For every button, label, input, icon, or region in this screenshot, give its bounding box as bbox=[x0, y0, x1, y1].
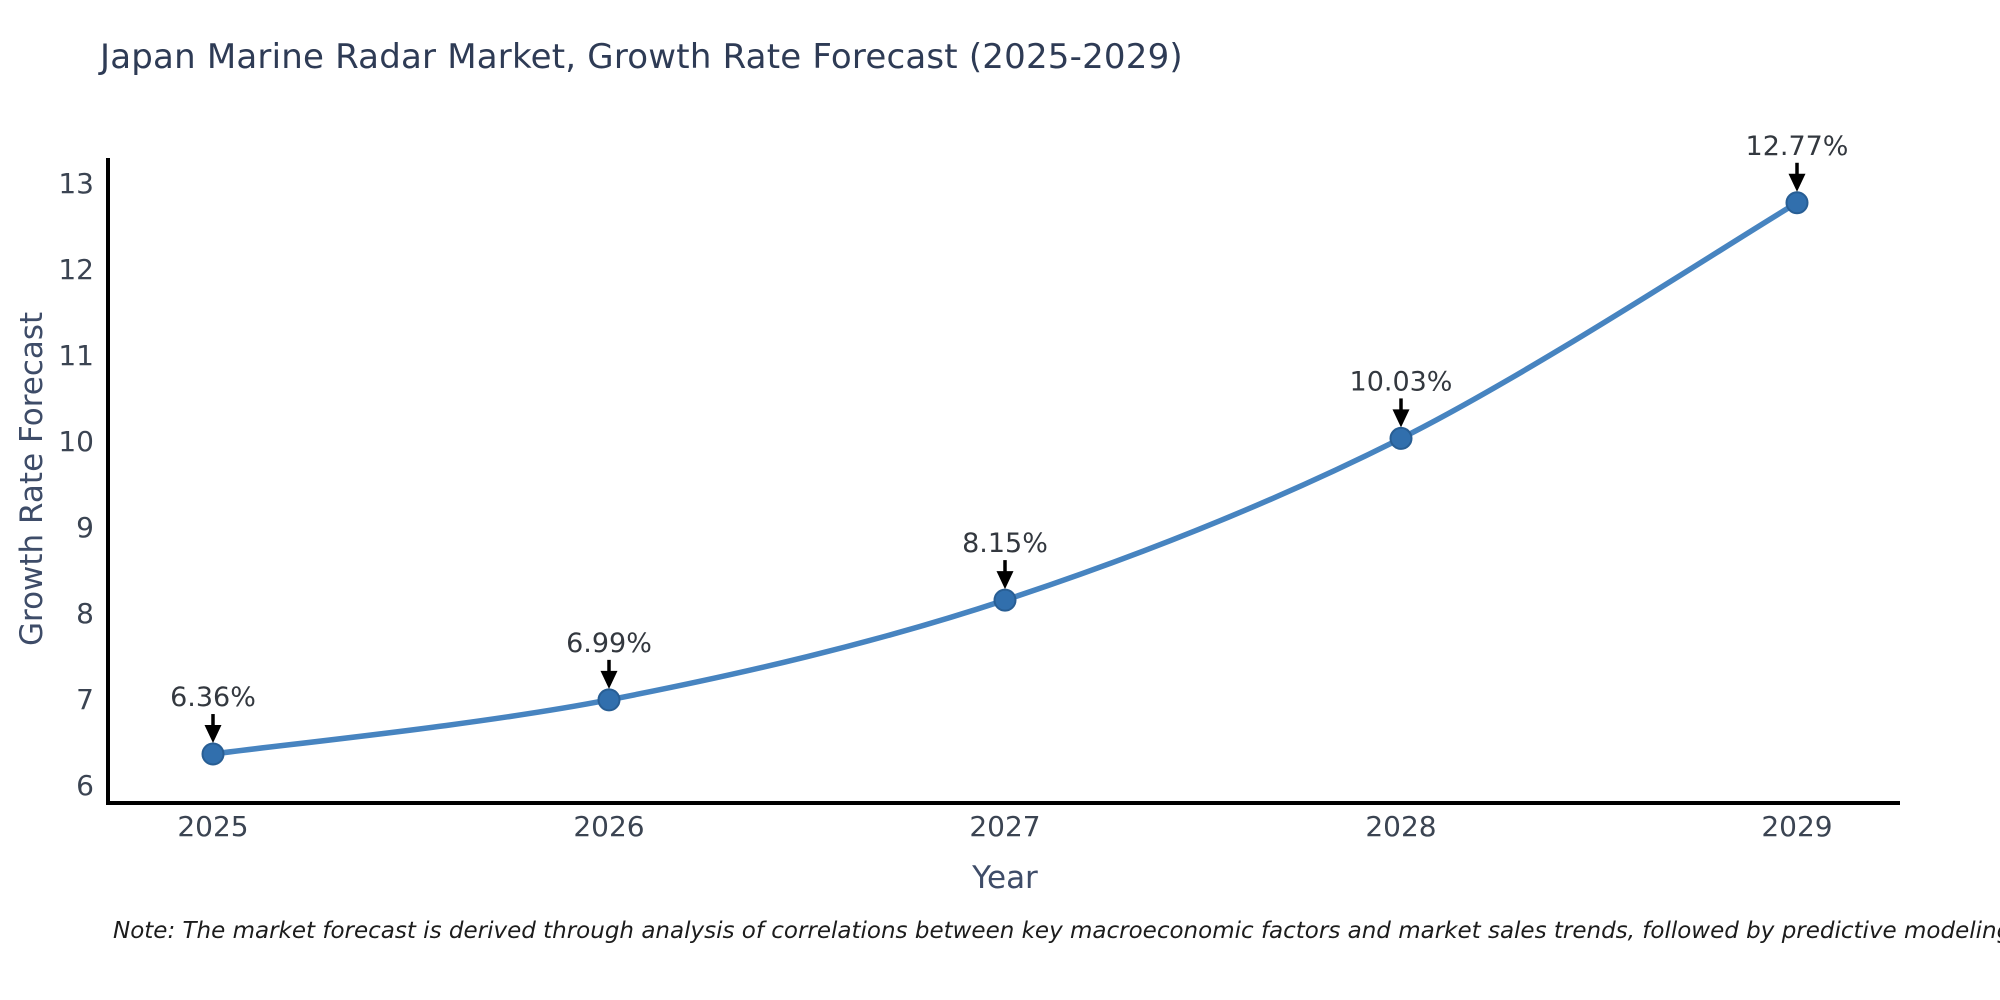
data-point-2026 bbox=[597, 688, 621, 712]
y-tick-label: 10 bbox=[58, 425, 94, 458]
chart-title: Japan Marine Radar Market, Growth Rate F… bbox=[100, 37, 1183, 77]
forecast-line bbox=[210, 200, 1800, 757]
annotation-arrowhead bbox=[1392, 409, 1410, 428]
x-tick-label: 2027 bbox=[969, 810, 1040, 843]
x-tick-label: 2029 bbox=[1761, 810, 1832, 843]
axes-lines bbox=[106, 158, 1900, 805]
annotation-arrowhead bbox=[600, 670, 618, 689]
data-label: 8.15% bbox=[962, 528, 1048, 559]
y-tick-label: 9 bbox=[76, 511, 94, 544]
data-label: 10.03% bbox=[1350, 366, 1453, 397]
data-label: 6.99% bbox=[566, 628, 652, 659]
annotation-arrowhead bbox=[1788, 173, 1806, 192]
data-point-2029 bbox=[1785, 191, 1809, 215]
data-point-2027 bbox=[993, 588, 1017, 612]
y-tick-label: 13 bbox=[58, 167, 94, 200]
y-tick-label: 11 bbox=[58, 339, 94, 372]
annotation-arrowhead bbox=[996, 571, 1014, 590]
x-tick-label: 2028 bbox=[1365, 810, 1436, 843]
y-tick-label: 12 bbox=[58, 253, 94, 286]
y-tick-label: 8 bbox=[76, 597, 94, 630]
data-point-2025 bbox=[201, 742, 225, 766]
x-tick-label: 2025 bbox=[177, 810, 248, 843]
data-point-2028 bbox=[1389, 426, 1413, 450]
annotation-arrowhead bbox=[204, 725, 222, 744]
y-axis-title: Growth Rate Forecast bbox=[14, 311, 50, 646]
data-label: 6.36% bbox=[170, 682, 256, 713]
x-axis-title: Year bbox=[972, 860, 1038, 896]
x-tick-label: 2026 bbox=[573, 810, 644, 843]
y-tick-label: 7 bbox=[76, 683, 94, 716]
data-label: 12.77% bbox=[1746, 131, 1849, 162]
footnote: Note: The market forecast is derived thr… bbox=[113, 918, 2000, 944]
y-tick-label: 6 bbox=[76, 769, 94, 802]
